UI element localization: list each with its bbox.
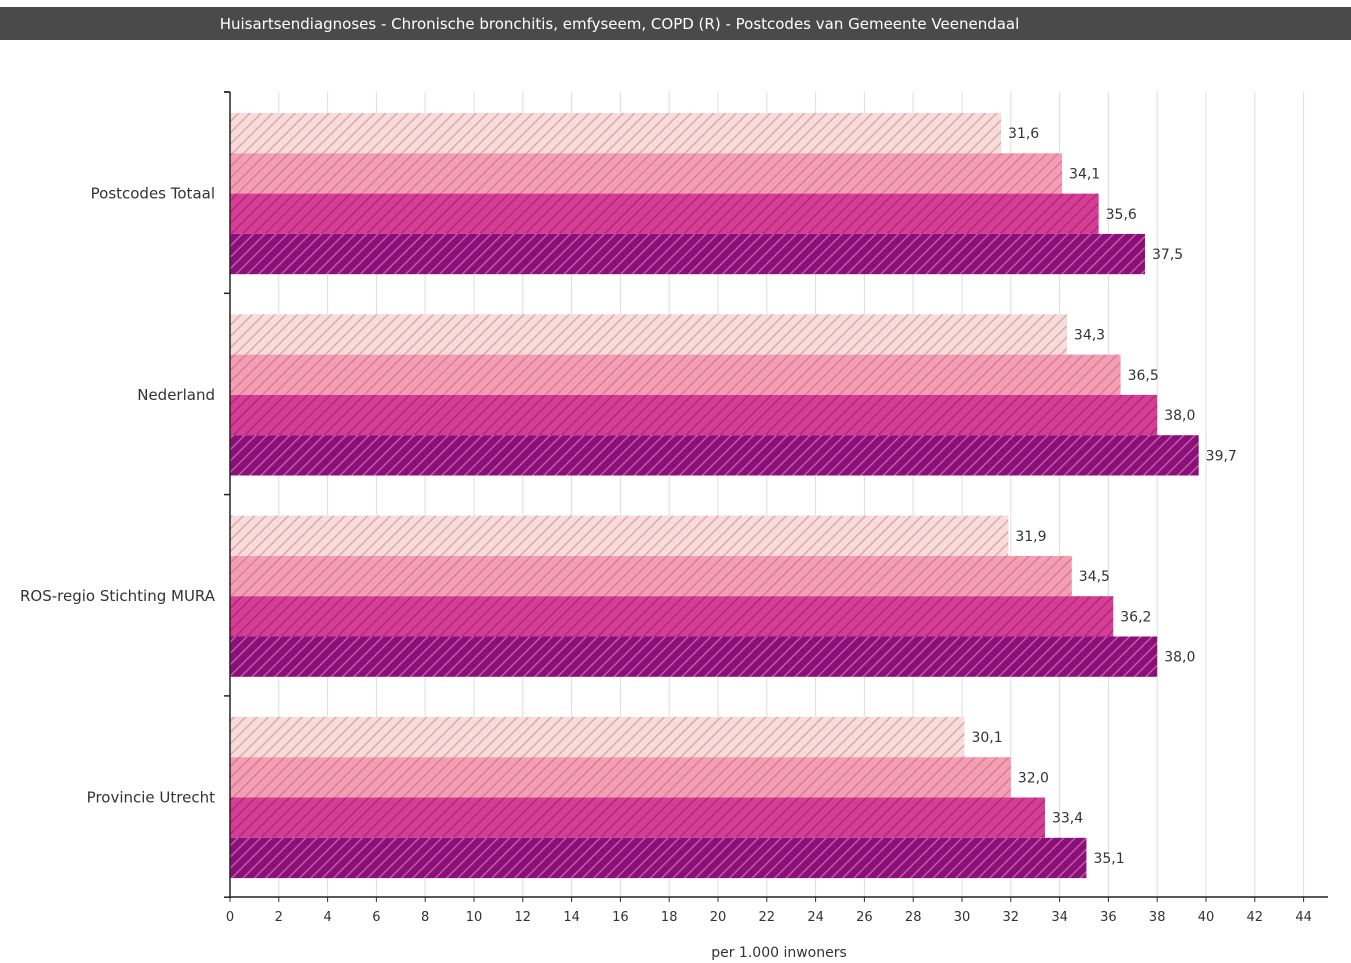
bar (230, 113, 1002, 154)
category-label: Nederland (137, 386, 215, 404)
data-label: 30,1 (971, 730, 1002, 746)
category-label: ROS-regio Stichting MURA (20, 587, 216, 605)
x-tick-label: 44 (1295, 910, 1312, 925)
bar (230, 394, 1158, 436)
x-tick-label: 28 (905, 910, 922, 925)
bar (230, 636, 1158, 677)
x-tick-label: 14 (563, 910, 580, 925)
x-tick-label: 8 (421, 910, 429, 925)
bar (230, 153, 1063, 194)
bar (230, 716, 965, 758)
x-tick-label: 20 (710, 910, 727, 925)
x-tick-label: 36 (1100, 910, 1117, 925)
data-label: 34,5 (1079, 569, 1110, 585)
x-tick-label: 4 (323, 910, 331, 925)
data-label: 35,1 (1093, 851, 1124, 867)
data-label: 36,2 (1120, 609, 1151, 625)
data-label: 33,4 (1052, 811, 1083, 827)
data-label: 31,9 (1015, 529, 1046, 545)
labels: 0 2 4 6 8 10 12 14 16 18 20 22 24 26 28 30 32 34 36 38 40 42 4… (20, 126, 1312, 961)
axes (224, 91, 1328, 902)
bar (230, 837, 1087, 879)
x-tick-label: 38 (1149, 910, 1166, 925)
x-tick-label: 32 (1003, 910, 1020, 925)
x-tick-label: 18 (661, 910, 678, 925)
data-label: 31,6 (1008, 126, 1039, 142)
data-label: 32,0 (1018, 770, 1049, 786)
bar (230, 193, 1099, 234)
bars (230, 113, 1199, 879)
bar (230, 233, 1145, 275)
x-tick-label: 2 (275, 910, 283, 925)
x-tick-label: 34 (1051, 910, 1068, 925)
x-tick-label: 26 (856, 910, 873, 925)
category-label: Provincie Utrecht (87, 789, 215, 807)
bar (230, 797, 1045, 838)
data-label: 39,7 (1206, 448, 1237, 464)
data-label: 37,5 (1152, 247, 1183, 263)
x-tick-label: 24 (807, 910, 824, 925)
x-tick-label: 40 (1198, 910, 1215, 925)
chart-title-bar: Huisartsendiagnoses - Chronische bronchi… (0, 7, 1351, 40)
data-label: 38,0 (1164, 650, 1195, 666)
x-tick-label: 30 (954, 910, 971, 925)
bar (230, 435, 1199, 476)
x-tick-label: 6 (372, 910, 380, 925)
chart-title: Huisartsendiagnoses - Chronische bronchi… (219, 14, 1020, 33)
bar (230, 555, 1072, 597)
x-tick-label: 22 (759, 910, 776, 925)
bar (230, 354, 1121, 395)
bar (230, 314, 1067, 355)
data-label: 35,6 (1106, 207, 1137, 223)
category-label: Postcodes Totaal (91, 185, 215, 203)
x-tick-label: 12 (515, 910, 532, 925)
x-tick-label: 10 (466, 910, 483, 925)
bar (230, 515, 1009, 556)
bar (230, 596, 1114, 637)
x-tick-label: 42 (1247, 910, 1264, 925)
x-axis-title: per 1.000 inwoners (711, 945, 847, 961)
bar (230, 757, 1011, 798)
data-label: 34,1 (1069, 166, 1100, 182)
x-tick-label: 0 (226, 910, 234, 925)
data-label: 36,5 (1128, 368, 1159, 384)
data-label: 34,3 (1074, 327, 1105, 343)
data-label: 38,0 (1164, 408, 1195, 424)
x-tick-label: 16 (612, 910, 629, 925)
